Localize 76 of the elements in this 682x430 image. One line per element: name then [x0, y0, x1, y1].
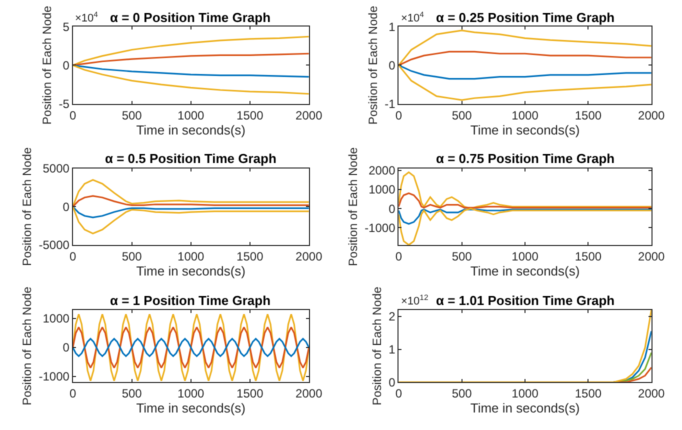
line-series: [398, 310, 652, 382]
x-tick-label: 2000: [296, 108, 323, 122]
y-axis-title: Position of Each Node: [20, 286, 34, 406]
x-tick-label: 1000: [178, 249, 205, 264]
line-series: [398, 208, 652, 225]
y-axis-title: Position of Each Node: [20, 146, 34, 266]
y-tick-label: 0: [388, 202, 396, 216]
x-tick-label: 1500: [236, 108, 264, 122]
y-axis-title: Position of Each Node: [40, 6, 54, 125]
y-tick-label: -5000: [38, 238, 70, 252]
y-tick-label: -1: [384, 97, 396, 112]
x-tick-label: 500: [122, 249, 142, 264]
y-tick-label: 1: [388, 20, 396, 34]
line-series: [72, 52, 309, 66]
line-series: [398, 50, 652, 66]
y-tick-label: 0: [62, 200, 70, 214]
y-tick-label: 0: [62, 58, 70, 72]
x-tick-label: 2000: [638, 249, 666, 264]
x-tick-label: 1500: [236, 386, 264, 401]
text: ×10$^{4}$: [401, 10, 425, 25]
chart-title: α = 0.25 Position Time Graph: [436, 10, 615, 25]
x-axis-title: Time in seconds(s): [470, 122, 580, 138]
y-tick-label: -1000: [364, 220, 396, 235]
x-axis-title: Time in seconds(s): [470, 400, 580, 416]
x-axis-title: Time in seconds(s): [470, 263, 580, 278]
x-tick-label: 1000: [178, 108, 205, 122]
y-tick-label: 5: [62, 20, 70, 34]
y-tick-label: 0: [388, 375, 396, 390]
y-tick-label: -1000: [38, 370, 70, 384]
line-series: [72, 313, 309, 382]
x-tick-label: 2000: [296, 249, 323, 264]
x-tick-label: 1500: [574, 386, 602, 401]
y-tick-label: 5000: [42, 162, 70, 176]
line-series: [72, 326, 309, 369]
x-tick-label: 2000: [638, 386, 666, 401]
line-series: [398, 64, 652, 80]
x-tick-label: 1500: [574, 108, 602, 122]
line-series: [398, 208, 652, 245]
y-tick-label: 1000: [42, 312, 70, 326]
x-tick-label: 500: [452, 108, 472, 122]
x-tick-label: 1000: [512, 108, 539, 122]
y-tick-label: 1: [388, 342, 396, 357]
y-tick-label: 2000: [368, 164, 396, 178]
line-series: [72, 338, 309, 357]
x-tick-label: 500: [122, 386, 142, 401]
x-tick-label: 2000: [638, 108, 666, 122]
x-tick-label: 1500: [574, 249, 602, 264]
y-tick-label: 1000: [368, 182, 396, 197]
y-tick-label: 0: [62, 340, 70, 355]
text: ×10$^{12}$: [401, 293, 428, 308]
x-tick-label: 500: [452, 386, 472, 401]
x-tick-label: 500: [452, 249, 472, 264]
chart-title: α = 0 Position Time Graph: [110, 10, 271, 25]
x-axis-title: Time in seconds(s): [136, 400, 246, 416]
text: ×10$^{4}$: [75, 10, 99, 25]
x-axis-title: Time in seconds(s): [136, 263, 246, 278]
line-series: [72, 206, 309, 218]
y-axis-title: Position of Each Node: [370, 286, 384, 406]
x-tick-label: 1000: [512, 249, 539, 264]
x-tick-label: 500: [122, 108, 142, 122]
chart-title: α = 0.5 Position Time Graph: [105, 151, 276, 166]
y-axis-title: Position of Each Node: [366, 6, 380, 125]
y-tick-label: 2: [388, 310, 396, 324]
y-tick-label: 0: [388, 58, 396, 72]
line-series: [72, 195, 309, 208]
chart-title: α = 0.75 Position Time Graph: [436, 151, 615, 166]
x-tick-label: 1000: [178, 386, 205, 401]
x-axis-title: Time in seconds(s): [136, 122, 246, 138]
line-series: [398, 192, 652, 208]
y-axis-title: Position of Each Node: [346, 146, 360, 266]
chart-title: α = 1.01 Position Time Graph: [436, 293, 615, 308]
y-tick-label: -5: [58, 97, 70, 112]
x-tick-label: 1500: [236, 249, 264, 264]
x-tick-label: 1000: [512, 386, 539, 401]
x-tick-label: 2000: [296, 386, 323, 401]
chart-title: α = 1 Position Time Graph: [110, 293, 271, 308]
